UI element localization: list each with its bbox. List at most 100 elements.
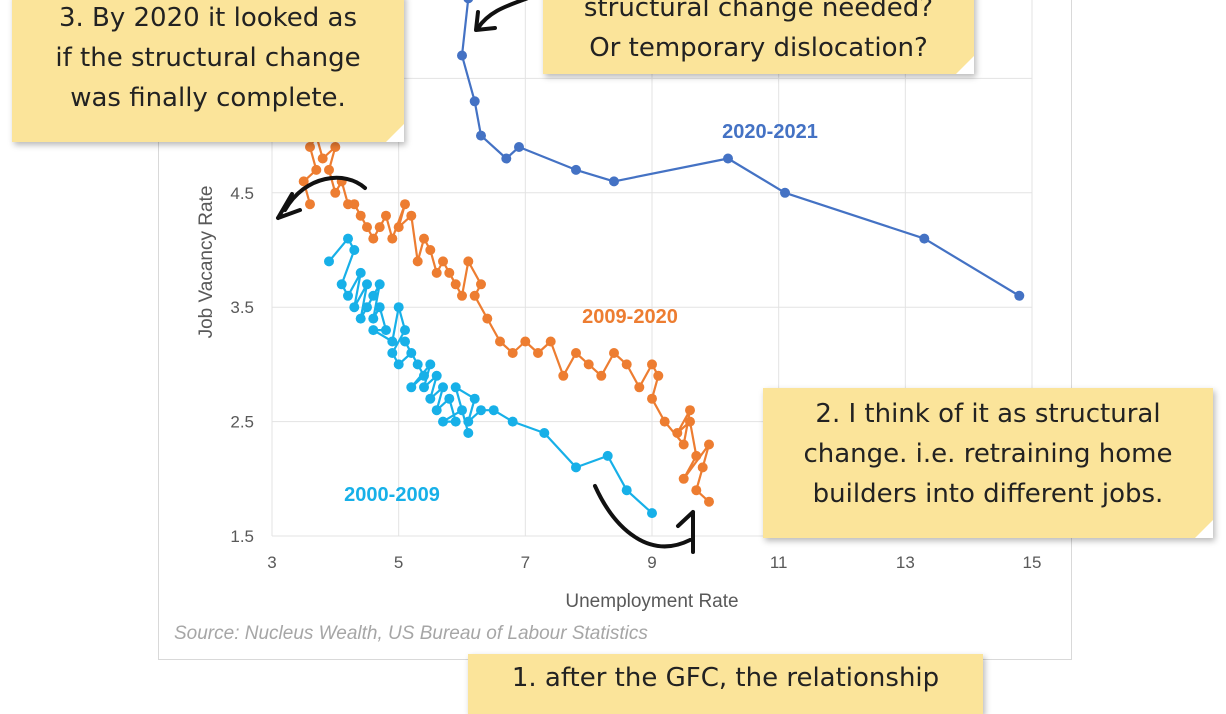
data-point: [469, 290, 480, 301]
data-point: [685, 416, 695, 427]
data-point: [583, 359, 594, 370]
data-point: [343, 199, 353, 210]
arrow-left-icon: [283, 175, 367, 212]
data-point: [463, 416, 474, 427]
data-point: [343, 290, 353, 301]
data-point: [387, 348, 398, 358]
data-point: [691, 450, 702, 461]
data-point: [444, 393, 455, 404]
data-point: [368, 290, 379, 301]
data-point: [919, 233, 930, 244]
data-point: [444, 267, 455, 278]
x-tick-label: 5: [394, 553, 403, 572]
data-point: [368, 233, 379, 244]
data-point: [336, 279, 347, 290]
data-point: [507, 348, 518, 358]
series-label: 2009-2020: [582, 306, 678, 328]
series-label: 2020-2021: [722, 121, 818, 143]
data-point: [431, 405, 442, 416]
note-line: structural change needed?: [583, 0, 934, 23]
series-label: 2000-2009: [344, 484, 440, 506]
data-point: [463, 0, 474, 4]
y-tick-label: 3.5: [230, 298, 254, 317]
data-point: [678, 473, 689, 484]
arrow-down-icon: [593, 484, 692, 549]
data-point: [514, 142, 524, 152]
data-point: [305, 142, 315, 152]
series-layer: [298, 0, 1025, 519]
data-point: [355, 313, 366, 324]
data-point: [400, 199, 410, 210]
note-line: 2. I think of it as structural: [815, 399, 1161, 429]
sticky-note-3: 3. By 2020 it looked as if the structura…: [12, 0, 404, 142]
note-fold: [386, 124, 404, 142]
arrow-top-icon: [476, 0, 529, 30]
data-point: [362, 302, 372, 313]
data-point: [602, 450, 613, 461]
x-tick-label: 3: [267, 553, 276, 572]
data-point: [507, 416, 518, 427]
data-point: [476, 130, 486, 141]
sticky-note-1: 1. after the GFC, the relationship: [468, 654, 983, 714]
data-point: [571, 164, 581, 175]
x-tick-label: 11: [770, 553, 788, 572]
data-point: [495, 336, 505, 347]
note-line: if the structural change: [55, 43, 361, 73]
data-point: [678, 439, 689, 450]
data-point: [469, 393, 480, 404]
data-point: [697, 462, 708, 473]
y-tick-label: 4.5: [230, 184, 254, 203]
data-point: [362, 222, 372, 233]
data-point: [672, 428, 683, 438]
data-point: [647, 359, 657, 370]
arrowhead-top-icon: [474, 10, 497, 32]
arrowhead-down-icon: [676, 510, 695, 554]
data-point: [374, 279, 385, 290]
data-point: [368, 313, 379, 324]
data-point: [571, 462, 581, 473]
data-point: [355, 210, 366, 221]
note-line: 1. after the GFC, the relationship: [511, 663, 940, 693]
series-2020-2021: [457, 0, 1025, 301]
data-point: [412, 359, 423, 370]
data-point: [349, 302, 360, 313]
data-point: [438, 256, 448, 267]
data-point: [305, 199, 315, 210]
data-point: [393, 359, 404, 370]
data-point: [723, 153, 733, 164]
data-point: [387, 336, 398, 347]
data-point: [463, 428, 474, 438]
data-point: [317, 153, 328, 164]
series-labels: 2000-2009 2009-2020 2020-2021: [344, 121, 818, 506]
note-line: was finally complete.: [70, 83, 346, 113]
data-point: [691, 485, 702, 496]
data-point: [419, 382, 429, 393]
data-point: [425, 359, 436, 370]
data-point: [488, 405, 499, 416]
data-point: [571, 348, 581, 358]
data-point: [704, 439, 714, 450]
note-line: builders into different jobs.: [812, 479, 1164, 509]
data-point: [400, 336, 410, 347]
data-point: [438, 382, 448, 393]
note-line: change. i.e. retraining home: [803, 439, 1173, 469]
data-point: [1014, 290, 1025, 301]
note-line: Or temporary dislocation?: [589, 33, 928, 63]
data-point: [324, 164, 334, 175]
data-point: [457, 290, 467, 301]
data-point: [298, 176, 309, 187]
data-point: [476, 279, 486, 290]
data-point: [621, 359, 632, 370]
data-point: [330, 187, 341, 198]
data-point: [355, 267, 366, 278]
data-point: [609, 348, 619, 358]
series-2009-2020: [298, 119, 714, 507]
x-tick-label: 9: [647, 553, 656, 572]
y-axis-label: Job Vacancy Rate: [196, 186, 217, 339]
data-point: [412, 256, 423, 267]
sticky-note-2: 2. I think of it as structural change. i…: [763, 388, 1213, 538]
data-point: [387, 233, 398, 244]
data-point: [362, 279, 372, 290]
data-point: [431, 267, 442, 278]
data-point: [425, 393, 436, 404]
